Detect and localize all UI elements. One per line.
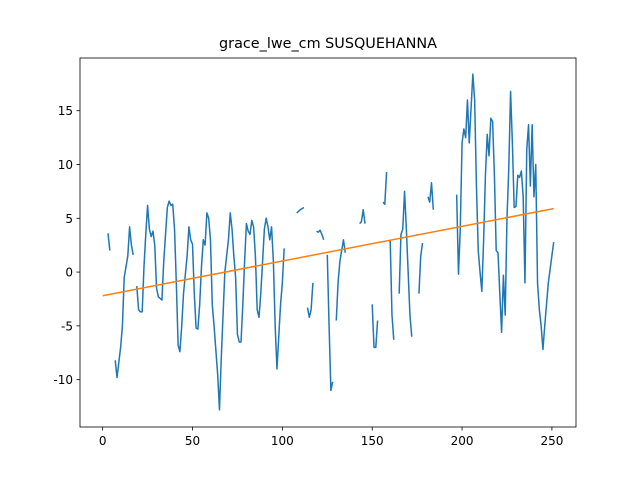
- y-tick-label: 5: [65, 212, 73, 226]
- data-line: [107, 73, 555, 411]
- x-tick-label: 100: [271, 434, 294, 448]
- x-tick-label: 200: [451, 434, 474, 448]
- y-tick-label: 10: [58, 158, 73, 172]
- chart-title: grace_lwe_cm SUSQUEHANNA: [219, 36, 437, 52]
- y-tick-label: -5: [61, 319, 73, 333]
- x-tick-label: 50: [185, 434, 200, 448]
- data-line: [102, 207, 554, 297]
- y-tick-label: 15: [58, 104, 73, 118]
- x-tick-label: 150: [361, 434, 384, 448]
- x-tick-label: 250: [540, 434, 563, 448]
- y-tick-label: -10: [53, 373, 73, 387]
- plot-frame: [79, 57, 577, 428]
- x-tick-label: 0: [99, 434, 107, 448]
- y-tick-label: 0: [65, 266, 73, 280]
